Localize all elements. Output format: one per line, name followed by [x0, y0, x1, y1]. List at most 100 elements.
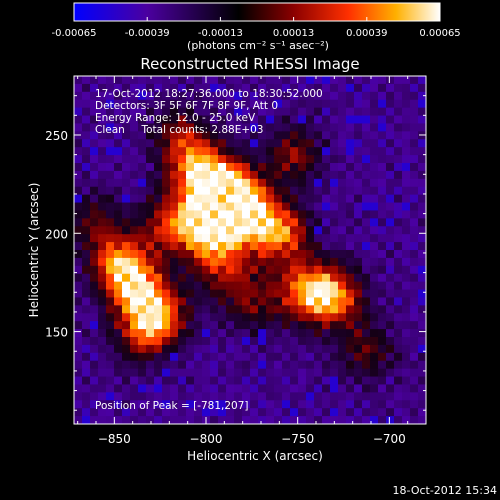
heatmap-cell	[314, 218, 323, 227]
heatmap-cell	[234, 321, 243, 330]
heatmap-cell	[402, 91, 411, 101]
heatmap-cell	[90, 384, 99, 393]
heatmap-cell	[162, 218, 171, 227]
heatmap-cell	[418, 83, 426, 93]
heatmap-cell	[218, 408, 227, 417]
heatmap-cell	[386, 202, 395, 212]
heatmap-cell	[106, 202, 115, 212]
heatmap-cell	[202, 297, 211, 306]
heatmap-cell	[178, 273, 187, 283]
heatmap-cell	[146, 242, 155, 251]
heatmap-cell	[186, 115, 195, 125]
heatmap-cell	[346, 194, 355, 204]
heatmap-cell	[114, 297, 123, 306]
heatmap-cell	[74, 115, 83, 125]
heatmap-cell	[138, 242, 147, 251]
heatmap-cell	[266, 257, 275, 267]
heatmap-cell	[154, 337, 163, 346]
heatmap-cell	[122, 257, 131, 267]
heatmap-cell	[138, 139, 147, 148]
heatmap-cell	[226, 139, 235, 148]
heatmap-cell	[266, 305, 275, 314]
heatmap-cell	[90, 186, 99, 196]
heatmap-cell	[130, 400, 139, 409]
heatmap-cell	[106, 257, 115, 267]
heatmap-cell	[218, 416, 227, 424]
heatmap-cell	[138, 250, 147, 259]
heatmap-cell	[218, 186, 227, 196]
heatmap-cell	[314, 400, 323, 409]
heatmap-cell	[250, 265, 259, 275]
heatmap-cell	[338, 194, 347, 204]
heatmap-cell	[306, 202, 315, 212]
heatmap-cell	[378, 210, 387, 219]
heatmap-cell	[170, 123, 179, 132]
heatmap-cell	[218, 305, 227, 314]
heatmap-cell	[114, 360, 123, 370]
heatmap-cell	[346, 163, 355, 172]
heatmap-cell	[218, 170, 227, 180]
heatmap-cell	[338, 368, 347, 378]
heatmap-cell	[234, 408, 243, 417]
heatmap-cell	[90, 313, 99, 322]
heatmap-cell	[354, 352, 363, 362]
heatmap-cell	[210, 273, 219, 283]
heatmap-cell	[338, 321, 347, 330]
heatmap-cell	[386, 416, 395, 424]
heatmap-cell	[186, 91, 195, 101]
heatmap-cell	[370, 400, 379, 409]
heatmap-cell	[114, 83, 123, 93]
heatmap-cell	[74, 99, 83, 109]
heatmap-cell	[178, 344, 187, 354]
heatmap-cell	[394, 337, 403, 346]
heatmap-cell	[386, 194, 395, 204]
heatmap-cell	[314, 99, 323, 109]
heatmap-cell	[130, 273, 139, 283]
heatmap-cell	[386, 107, 395, 117]
heatmap-cell	[162, 416, 171, 424]
heatmap-cell	[138, 202, 147, 212]
heatmap-cell	[162, 352, 171, 362]
heatmap-cell	[98, 392, 107, 401]
heatmap-cell	[298, 115, 307, 125]
heatmap-cell	[386, 329, 395, 338]
heatmap-cell	[210, 226, 219, 235]
heatmap-cell	[314, 392, 323, 401]
heatmap-cell	[170, 313, 179, 322]
heatmap-cell	[402, 400, 411, 409]
heatmap-cell	[170, 297, 179, 306]
heatmap-cell	[130, 123, 139, 132]
heatmap-cell	[90, 194, 99, 204]
heatmap-cell	[186, 99, 195, 109]
heatmap-cell	[154, 163, 163, 172]
heatmap-cell	[322, 297, 331, 306]
heatmap-cell	[274, 99, 283, 109]
heatmap-cell	[338, 289, 347, 299]
heatmap-cell	[290, 226, 299, 235]
annotation-detectors: Detectors: 3F 5F 6F 7F 8F 9F, Att 0	[95, 100, 278, 112]
heatmap-cell	[146, 76, 155, 85]
heatmap-cell	[74, 329, 83, 338]
heatmap-cell	[346, 250, 355, 259]
heatmap-cell	[250, 360, 259, 370]
heatmap-cell	[306, 242, 315, 251]
heatmap-cell	[266, 226, 275, 235]
heatmap-cell	[378, 321, 387, 330]
heatmap-cell	[386, 226, 395, 235]
heatmap-cell	[386, 218, 395, 227]
heatmap-cell	[266, 392, 275, 401]
heatmap-cell	[274, 155, 283, 164]
heatmap-cell	[354, 329, 363, 338]
heatmap-cell	[226, 273, 235, 283]
heatmap-cell	[274, 115, 283, 125]
heatmap-cell	[82, 416, 91, 424]
heatmap-cell	[242, 163, 251, 172]
heatmap-cell	[234, 257, 243, 267]
heatmap-cell	[234, 250, 243, 259]
heatmap-cell	[274, 202, 283, 212]
heatmap-cell	[258, 163, 267, 172]
heatmap-cell	[186, 281, 195, 291]
heatmap-cell	[154, 250, 163, 259]
heatmap-cell	[386, 170, 395, 180]
heatmap-cell	[306, 281, 315, 291]
